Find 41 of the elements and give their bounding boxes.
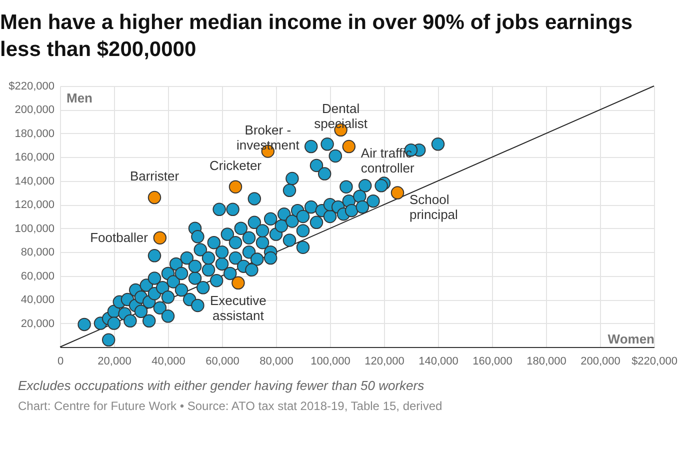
y-tick-label: 140,000: [14, 175, 54, 188]
y-axis-title: Men: [66, 90, 93, 106]
annotation: School principal: [410, 192, 458, 222]
annotation: Broker - investment: [236, 122, 300, 152]
point: [153, 231, 167, 244]
text: Chart: Centre for Future Work • Source: ATO tax stat 2018-19, Table 15, derived: [18, 399, 444, 413]
x-tick-label: 0: [57, 356, 64, 368]
chart-title: Men have a higher median income in over 90% of jobs earnings less than $200,0000: [0, 11, 633, 61]
y-tick-label: 180,000: [14, 128, 54, 140]
annotation: Dental specialist: [314, 100, 368, 131]
y-tick-label: 60,000: [20, 270, 54, 282]
point: [390, 186, 404, 200]
x-tick-label: 60,000: [206, 356, 240, 368]
x-tick-label: $220,000: [632, 356, 678, 368]
x-tick-label: 100,000: [310, 356, 350, 368]
y-tick-label: 100,000: [14, 222, 54, 235]
x-tick-label: 80,000: [260, 356, 294, 368]
x-tick-label: 200,000: [580, 356, 620, 368]
x-tick-label: 40,000: [152, 356, 186, 368]
point: [232, 276, 245, 290]
y-tick-label: $220,000: [8, 80, 54, 92]
x-axis-title: Women: [608, 332, 655, 346]
y-tick-label: 80,000: [20, 246, 54, 259]
point: [228, 180, 242, 194]
x-tick-label: 180,000: [526, 356, 566, 368]
y-tick-label: 200,000: [14, 104, 54, 116]
annotation: Footballer: [90, 230, 149, 245]
annotation: Barrister: [130, 168, 180, 184]
x-tick-label: 120,000: [364, 356, 404, 368]
text: Excludes occupations with either gender having fewer than 50 workers: [18, 378, 426, 393]
point: [342, 140, 356, 154]
y-tick-label: 160,000: [14, 152, 54, 164]
y-tick-label: 120,000: [14, 199, 54, 212]
x-tick-label: 140,000: [418, 356, 458, 368]
y-tick-label: 20,000: [20, 318, 54, 330]
point: [148, 190, 162, 204]
annotation: Cricketer: [209, 158, 262, 173]
x-tick-label: 160,000: [472, 356, 512, 368]
y-tick-label: 40,000: [20, 294, 54, 306]
annotation: Executive assistant: [210, 292, 266, 323]
x-tick-label: 20,000: [98, 356, 132, 368]
